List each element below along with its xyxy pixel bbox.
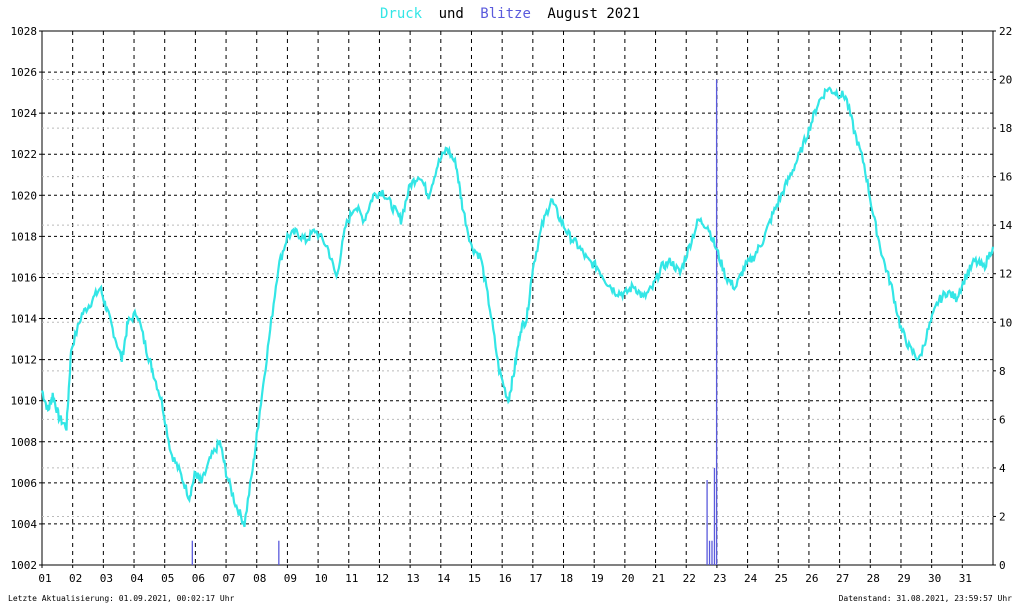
y-left-tick-label: 1012 xyxy=(11,354,38,367)
y-right-tick-label: 2 xyxy=(999,510,1006,523)
x-tick-label: 12 xyxy=(376,572,389,585)
x-tick-label: 30 xyxy=(928,572,941,585)
x-tick-label: 04 xyxy=(130,572,144,585)
x-tick-label: 25 xyxy=(775,572,788,585)
title-month: August 2021 xyxy=(547,6,640,22)
title-druck: Druck xyxy=(380,6,423,22)
blitze-bars xyxy=(191,79,718,565)
y-left-tick-label: 1020 xyxy=(11,189,38,202)
y-right-tick-label: 12 xyxy=(999,268,1012,281)
y-left-tick-label: 1016 xyxy=(11,271,38,284)
y-right-tick-label: 18 xyxy=(999,122,1012,135)
y-right-tick-label: 10 xyxy=(999,316,1012,329)
x-tick-label: 20 xyxy=(621,572,634,585)
x-tick-label: 18 xyxy=(560,572,573,585)
x-tick-label: 11 xyxy=(345,572,358,585)
x-tick-label: 10 xyxy=(314,572,327,585)
x-tick-label: 31 xyxy=(959,572,972,585)
y-axis-right: 0 2 4 6 8 10 12 14 16 18 20 22 xyxy=(993,25,1013,572)
x-tick-label: 08 xyxy=(253,572,266,585)
y-axis-left: 1002 1004 1006 1008 1010 1012 1014 1016 1018 1020… xyxy=(11,25,42,572)
footer-last-update: Letzte Aktualisierung: 01.09.2021, 00:02… xyxy=(8,594,235,603)
druck-series-line xyxy=(40,86,995,528)
title-und: und xyxy=(439,6,464,22)
y-left-tick-label: 1004 xyxy=(11,518,38,531)
x-tick-label: 17 xyxy=(529,572,542,585)
x-tick-label: 16 xyxy=(499,572,512,585)
x-tick-label: 15 xyxy=(468,572,481,585)
y-left-tick-label: 1008 xyxy=(11,436,38,449)
x-tick-label: 29 xyxy=(897,572,910,585)
chart-title: Druck und Blitze August 2021 xyxy=(380,6,640,22)
y-left-tick-label: 1002 xyxy=(11,559,38,572)
y-right-tick-label: 20 xyxy=(999,74,1012,87)
y-right-tick-label: 22 xyxy=(999,25,1012,38)
y-right-tick-label: 14 xyxy=(999,219,1013,232)
x-axis: 01 02 03 04 05 06 07 08 09 10 11 12 13 14 15 16 17 18 19 20… xyxy=(38,565,972,585)
x-tick-label: 26 xyxy=(805,572,818,585)
x-tick-label: 22 xyxy=(683,572,696,585)
y-right-tick-label: 6 xyxy=(999,413,1006,426)
y-left-tick-label: 1018 xyxy=(11,230,38,243)
y-left-tick-label: 1026 xyxy=(11,66,38,79)
x-tick-label: 27 xyxy=(836,572,849,585)
x-tick-label: 14 xyxy=(437,572,451,585)
y-left-tick-label: 1028 xyxy=(11,25,38,38)
y-left-tick-label: 1014 xyxy=(11,313,38,326)
plot-area xyxy=(41,30,994,566)
y-right-tick-label: 16 xyxy=(999,171,1012,184)
x-tick-label: 09 xyxy=(284,572,297,585)
y-right-tick-label: 8 xyxy=(999,365,1006,378)
x-tick-label: 03 xyxy=(100,572,113,585)
y-left-tick-label: 1006 xyxy=(11,477,38,490)
x-tick-label: 28 xyxy=(867,572,880,585)
x-tick-label: 02 xyxy=(69,572,82,585)
y-right-tick-label: 4 xyxy=(999,462,1006,475)
x-tick-label: 01 xyxy=(38,572,51,585)
x-tick-label: 07 xyxy=(222,572,235,585)
x-tick-label: 06 xyxy=(192,572,205,585)
grid xyxy=(42,31,993,565)
title-blitze: Blitze xyxy=(480,6,531,22)
y-right-tick-label: 0 xyxy=(999,559,1006,572)
y-left-tick-label: 1024 xyxy=(11,107,38,120)
footer-data-status: Datenstand: 31.08.2021, 23:59:57 Uhr xyxy=(839,594,1013,603)
x-tick-label: 13 xyxy=(407,572,420,585)
x-tick-label: 05 xyxy=(161,572,174,585)
y-left-tick-label: 1010 xyxy=(11,395,38,408)
x-tick-label: 23 xyxy=(713,572,726,585)
x-tick-label: 21 xyxy=(652,572,665,585)
x-tick-label: 19 xyxy=(591,572,604,585)
x-tick-label: 24 xyxy=(744,572,758,585)
y-left-tick-label: 1022 xyxy=(11,148,38,161)
